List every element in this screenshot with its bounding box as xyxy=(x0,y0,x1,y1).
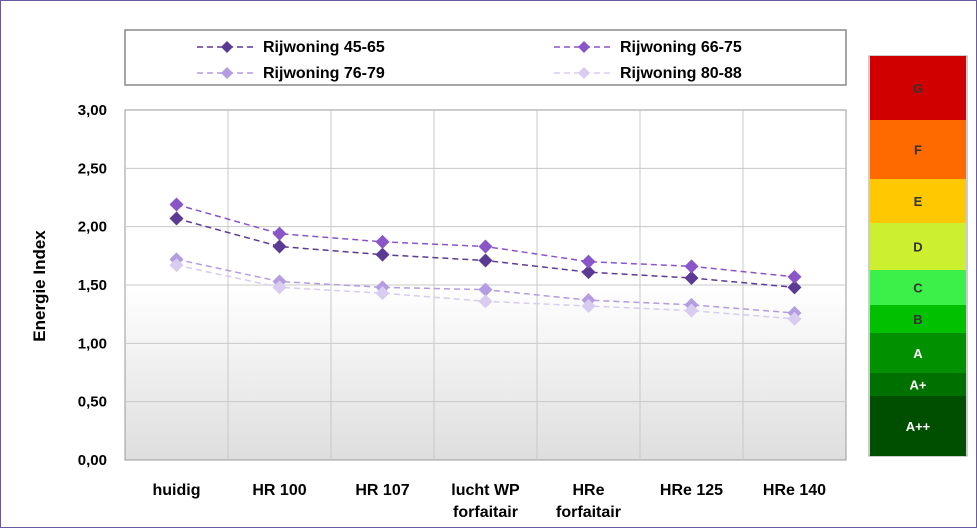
energy-label-band xyxy=(870,56,966,120)
y-tick-label: 3,00 xyxy=(78,102,107,119)
energy-label-band xyxy=(870,179,966,223)
legend: Rijwoning 45-65 Rijwoning 66-75 Rijwoning … xyxy=(124,29,847,86)
data-point-marker xyxy=(169,211,184,226)
energy-label-text: B xyxy=(913,312,922,327)
x-axis-tick-labels: huidig HR 100 HR 107 lucht WP forfaitair HRe f… xyxy=(153,482,827,521)
x-tick-label: lucht WP xyxy=(451,482,520,499)
data-point-marker xyxy=(478,239,493,254)
x-tick-label: HRe xyxy=(572,482,604,499)
energy-label-band xyxy=(870,223,966,270)
legend-label: Rijwoning 80-88 xyxy=(620,65,742,82)
energy-label-text: A xyxy=(913,346,923,361)
legend-marker xyxy=(578,67,590,79)
data-point-marker xyxy=(684,271,699,285)
legend-marker xyxy=(578,41,590,53)
energy-label-text: A++ xyxy=(906,419,931,434)
legend-box xyxy=(124,29,847,86)
data-point-marker xyxy=(169,258,184,273)
x-tick-label: forfaitair xyxy=(453,504,518,521)
data-point-marker xyxy=(684,259,699,274)
energy-label-band xyxy=(870,373,966,396)
data-point-marker xyxy=(787,280,802,295)
data-point-marker xyxy=(375,286,390,301)
energy-label-text: D xyxy=(913,240,922,255)
legend-label: Rijwoning 76-79 xyxy=(263,65,385,82)
x-tick-label: HR 107 xyxy=(355,482,409,499)
x-tick-label: huidig xyxy=(153,482,201,499)
data-point-marker xyxy=(375,247,390,262)
y-tick-label: 0,00 xyxy=(78,452,107,469)
data-point-marker xyxy=(478,253,493,268)
data-point-marker xyxy=(169,197,184,212)
energy-label-band xyxy=(870,270,966,305)
data-point-marker xyxy=(272,226,287,241)
data-point-marker xyxy=(272,280,287,295)
y-tick-label: 1,50 xyxy=(78,277,107,294)
data-point-marker xyxy=(787,311,802,326)
y-tick-label: 0,50 xyxy=(78,394,107,411)
energy-label-band xyxy=(870,396,966,456)
data-point-marker xyxy=(787,269,802,284)
x-tick-label: HR 100 xyxy=(252,482,306,499)
energy-label-scale: G F E D C B A A+ A++ xyxy=(868,55,968,457)
legend-label: Rijwoning 66-75 xyxy=(620,39,742,56)
y-tick-label: 2,00 xyxy=(78,219,107,236)
legend-marker xyxy=(221,67,233,79)
y-tick-label: 2,50 xyxy=(78,160,107,177)
energy-label-text: E xyxy=(914,194,923,209)
legend-label: Rijwoning 45-65 xyxy=(263,39,385,56)
data-point-marker xyxy=(581,265,596,280)
data-point-marker xyxy=(581,299,596,313)
data-point-marker xyxy=(478,282,493,297)
y-axis-tick-labels: 0,00 0,50 1,00 1,50 2,00 2,50 3,00 xyxy=(78,102,107,469)
y-axis-label: Energie Index xyxy=(30,230,49,342)
energy-label-text: C xyxy=(913,281,923,296)
energy-label-text: G xyxy=(913,81,923,96)
data-point-marker xyxy=(478,294,493,309)
energy-label-text: F xyxy=(914,143,922,158)
legend-marker xyxy=(221,41,233,53)
energy-label-band xyxy=(870,120,966,179)
data-point-marker xyxy=(272,239,287,254)
legend-items: Rijwoning 45-65 Rijwoning 66-75 Rijwoning … xyxy=(197,39,742,82)
energy-label-band xyxy=(870,305,966,333)
x-tick-label: HRe 140 xyxy=(763,482,826,499)
energy-label-band xyxy=(870,333,966,373)
x-tick-label: forfaitair xyxy=(556,504,621,521)
x-tick-label: HRe 125 xyxy=(660,482,723,499)
data-point-marker xyxy=(375,234,390,249)
data-point-marker xyxy=(684,303,699,318)
series-lines xyxy=(169,197,802,326)
y-tick-label: 1,00 xyxy=(78,335,107,352)
data-point-marker xyxy=(581,254,596,269)
energy-label-text: A+ xyxy=(910,378,927,393)
